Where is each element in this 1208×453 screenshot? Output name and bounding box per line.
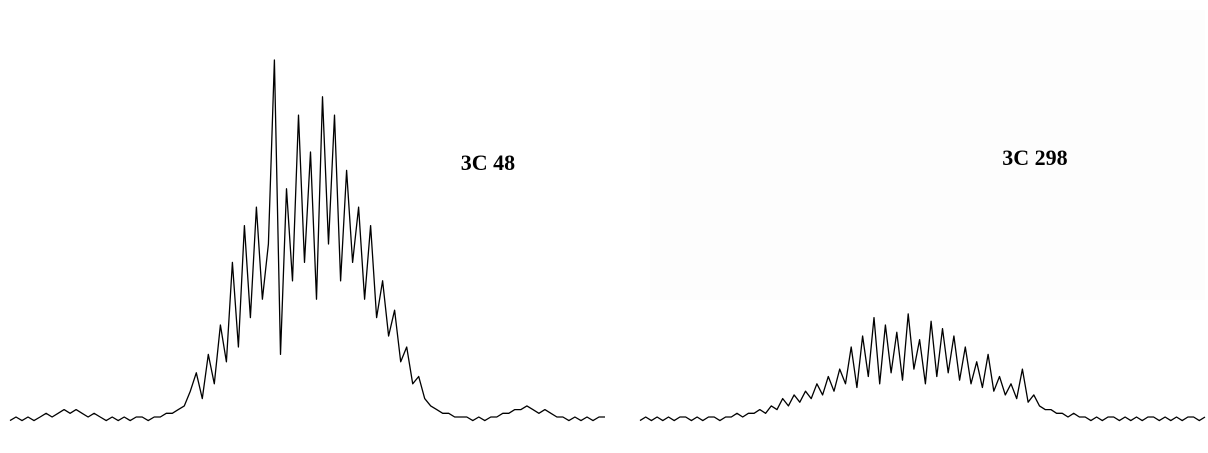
signal-line bbox=[9, 59, 605, 422]
panel-background bbox=[650, 10, 1205, 300]
source-label: 3C 48 bbox=[461, 150, 515, 175]
source-label: 3C 298 bbox=[1002, 145, 1067, 170]
signal-line bbox=[639, 313, 1206, 422]
